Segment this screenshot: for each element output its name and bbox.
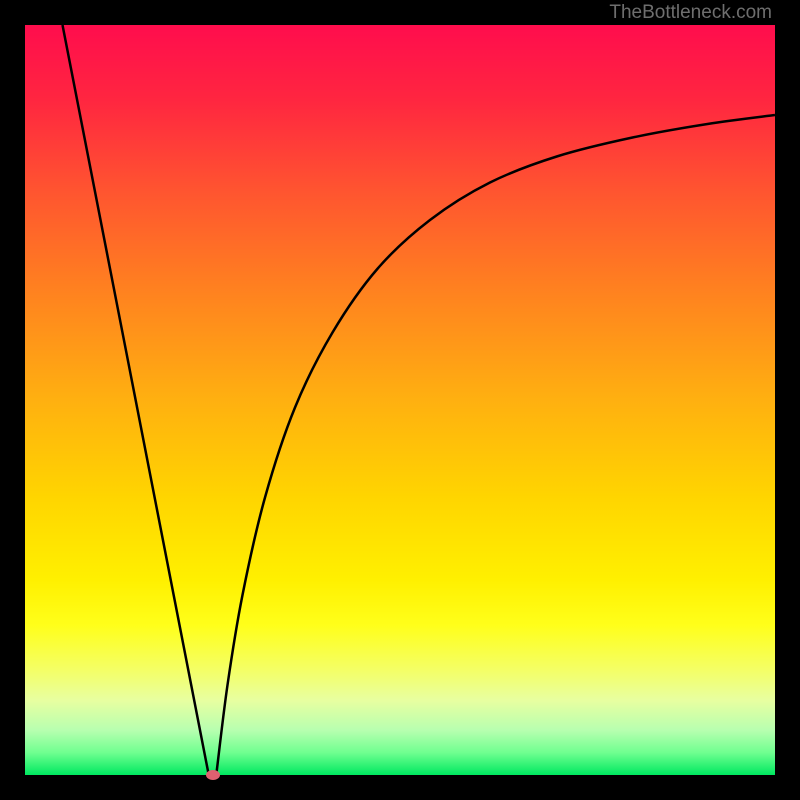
- minimum-marker: [206, 770, 220, 780]
- curve-layer: [25, 25, 775, 775]
- plot-area: [25, 25, 775, 775]
- chart-frame: TheBottleneck.com: [0, 0, 800, 800]
- watermark-label: TheBottleneck.com: [609, 2, 772, 24]
- bottleneck-curve: [63, 25, 776, 775]
